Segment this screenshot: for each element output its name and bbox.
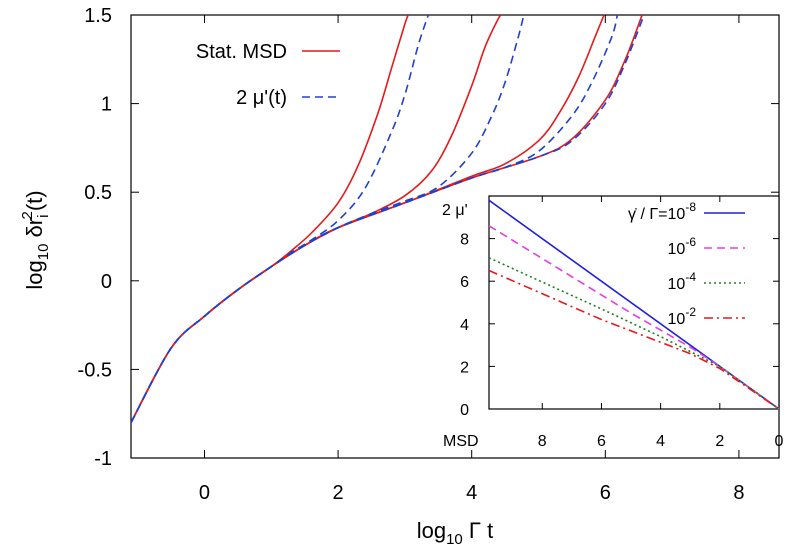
main-series-lines (131, 15, 645, 423)
x-axis-label-rest: Γ t (463, 518, 493, 543)
inset-x-tick-label: 0 (775, 433, 784, 450)
inset-x-tick-label: 6 (597, 433, 606, 450)
inset-x-axis-label: MSD (443, 433, 479, 450)
y-axis-label: log10 δri2(t) (19, 190, 52, 289)
inset-y-axis-label: 2 μ' (442, 202, 468, 219)
series-line-stat-msd (131, 15, 409, 423)
inset-legend-label: γ̇ / Γ=10-8 (628, 200, 696, 223)
y-axis-label-dr: δr (22, 218, 47, 244)
inset-legend: γ̇ / Γ=10-8 10-6 10-4 10-2 (628, 200, 745, 328)
y-axis-label-sub: 10 (35, 244, 52, 261)
y-tick-label: -0.5 (78, 359, 112, 381)
series-line-2mu (131, 15, 645, 423)
inset-x-tick-label: 2 (715, 433, 724, 450)
inset-plot-frame (488, 195, 780, 410)
y-tick-label: 1 (101, 94, 112, 116)
x-axis-label: log10 Γ t (417, 518, 494, 548)
inset-y-tick-label: 4 (460, 317, 469, 334)
inset-series-line (488, 199, 780, 410)
inset-series-line (488, 225, 780, 410)
y-tick-label: 0 (101, 271, 112, 293)
inset-legend-label: 10-2 (668, 305, 697, 328)
inset-legend-label: 10-6 (668, 235, 697, 258)
legend-label-stat-msd: Stat. MSD (196, 41, 287, 63)
main-axis-ticks: 0 2 4 6 8 -1 -0.5 0 0.5 1 1.5 (78, 5, 779, 504)
y-axis-label-isub: i (35, 215, 52, 218)
inset-y-tick-label: 8 (460, 232, 469, 249)
inset-x-tick-label: 4 (656, 433, 665, 450)
x-tick-label: 8 (733, 482, 744, 504)
inset-series-lines (488, 199, 780, 410)
y-axis-label-sup: 2 (19, 211, 36, 219)
inset-legend-label: 10-4 (668, 270, 697, 293)
inset-y-tick-label: 6 (460, 274, 469, 291)
legend-label-2mu: 2 μ'(t) (236, 87, 287, 109)
y-axis-label-log: log (22, 260, 47, 289)
x-axis-label-sub: 10 (446, 531, 463, 548)
x-axis-label-log: log (417, 518, 446, 543)
series-line-2mu (131, 15, 430, 423)
inset-chart: 8 6 4 2 0 0 2 4 6 8 2 μ' MSD γ̇ / Γ=10-8 10-6 10-4 1… (442, 195, 784, 450)
inset-axis-ticks: 8 6 4 2 0 0 2 4 6 8 (460, 196, 784, 450)
y-axis-label-t: (t) (22, 190, 47, 211)
x-tick-label: 2 (333, 482, 344, 504)
main-legend: Stat. MSD 2 μ'(t) (196, 41, 340, 109)
y-tick-label: 1.5 (84, 5, 112, 27)
x-tick-label: 6 (600, 482, 611, 504)
inset-series-line (488, 269, 780, 410)
y-tick-label: -1 (94, 448, 112, 470)
x-tick-label: 4 (466, 482, 477, 504)
inset-y-tick-label: 2 (460, 359, 469, 376)
y-tick-label: 0.5 (84, 182, 112, 204)
x-tick-label: 0 (199, 482, 210, 504)
inset-x-tick-label: 8 (538, 433, 547, 450)
inset-y-tick-label: 0 (460, 402, 469, 419)
